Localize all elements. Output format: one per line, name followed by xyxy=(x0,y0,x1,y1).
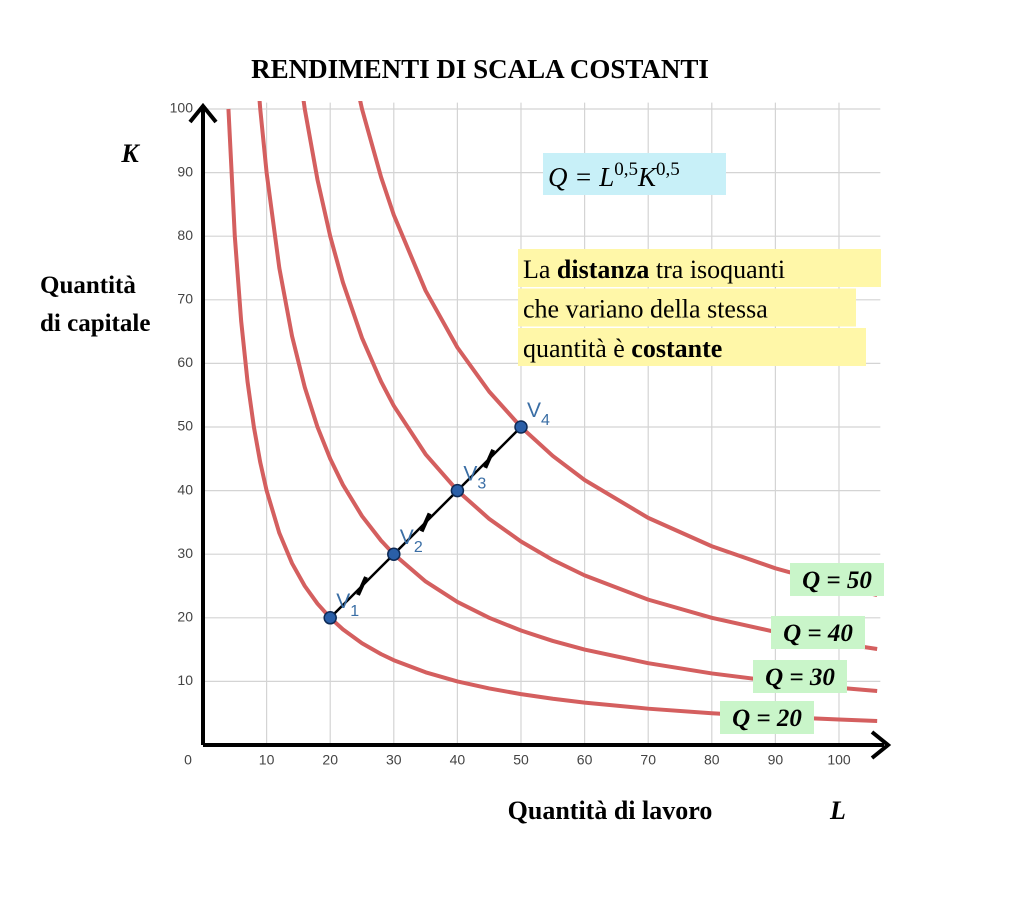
formula: Q = L0,5K0,5 xyxy=(548,159,680,192)
x-axis-label: Quantità di lavoro xyxy=(508,796,713,825)
isoquant-label-box xyxy=(790,563,884,596)
isoquant-label-box xyxy=(753,660,847,693)
x-tick-label: 80 xyxy=(704,752,720,768)
isoquant-label: Q = 30 xyxy=(765,664,835,691)
y-tick-label: 50 xyxy=(177,418,193,434)
note-text: costante xyxy=(631,334,722,363)
point xyxy=(323,611,337,625)
x-tick-label: 100 xyxy=(827,752,851,768)
note-text: quantità è xyxy=(523,334,631,363)
y-tick-label: 40 xyxy=(177,481,193,497)
isoquant-label-box xyxy=(771,616,865,649)
x-tick-label: 30 xyxy=(386,752,402,768)
x-axis-arrow xyxy=(870,730,892,760)
y-symbol: K xyxy=(120,139,140,168)
y-tick-label: 10 xyxy=(177,672,193,688)
point xyxy=(387,547,401,561)
note-line: La distanza tra isoquanti xyxy=(523,255,785,284)
note-text: distanza xyxy=(557,255,649,284)
note-highlight xyxy=(518,249,881,287)
point-label-base: V xyxy=(400,526,414,549)
x-tick-label: 60 xyxy=(577,752,593,768)
axes xyxy=(188,102,892,760)
note-text: che variano della stessa xyxy=(523,295,768,324)
y-tick-label: 30 xyxy=(177,545,193,561)
overlay: 0 10 20 30 40 50 60 70 80 90 100 10 20 30 40 50 60 70 80 90… xyxy=(170,100,884,768)
hash-mark xyxy=(419,512,432,533)
isoquant-label-box xyxy=(720,701,814,734)
point-label-base: V xyxy=(527,399,541,422)
point-label-sub: 4 xyxy=(541,412,550,429)
x-tick-label: 90 xyxy=(768,752,784,768)
note-line: quantità è costante xyxy=(523,334,722,363)
formula-exponent: 0,5 xyxy=(656,159,680,180)
isoquant-label: Q = 50 xyxy=(802,567,872,594)
note-highlight xyxy=(518,328,866,366)
x-tick-label: 50 xyxy=(513,752,529,768)
isoquant xyxy=(226,108,878,724)
point-label-base: V xyxy=(336,590,350,613)
note: La distanza tra isoquanti che variano del… xyxy=(518,249,881,366)
y-axis-label: Quantità xyxy=(40,272,136,299)
x-symbol: L xyxy=(829,796,846,825)
point-label: V3 xyxy=(463,463,486,493)
formula-exponent: 0,5 xyxy=(614,159,638,180)
note-highlight xyxy=(518,288,856,327)
y-axis-arrow xyxy=(188,102,218,124)
note-line: che variano della stessa xyxy=(523,295,768,324)
x-tick-label: 10 xyxy=(259,752,275,768)
y-tick-label: 100 xyxy=(170,100,194,116)
formula-box xyxy=(543,153,726,195)
point-label: V4 xyxy=(527,399,550,429)
point-label-sub: 1 xyxy=(350,603,359,620)
hash-mark xyxy=(356,576,368,596)
point-label: V1 xyxy=(336,590,359,620)
point-label: V2 xyxy=(400,526,423,556)
y-axis-label: di capitale xyxy=(40,310,150,337)
y-tick-label: 70 xyxy=(177,291,193,307)
note-text: La xyxy=(523,255,557,284)
chart-title: RENDIMENTI DI SCALA COSTANTI xyxy=(251,54,709,84)
point xyxy=(514,420,528,434)
x-tick-label: 20 xyxy=(322,752,338,768)
point-label-sub: 2 xyxy=(414,539,423,556)
x-tick-label: 70 xyxy=(640,752,656,768)
note-text: tra isoquanti xyxy=(649,255,785,284)
isoquant-label: Q = 40 xyxy=(783,620,853,647)
point xyxy=(450,483,465,498)
y-tick-label: 60 xyxy=(177,354,193,370)
y-tick-label: 80 xyxy=(177,227,193,243)
formula-part: K xyxy=(637,162,658,192)
point-label-sub: 3 xyxy=(477,476,486,493)
point-label-base: V xyxy=(463,463,477,486)
hash-mark xyxy=(483,448,496,469)
y-tick-label: 20 xyxy=(177,609,193,625)
y-tick-label: 90 xyxy=(177,163,193,179)
x-tick-label: 40 xyxy=(450,752,466,768)
isoquant-label: Q = 20 xyxy=(732,705,802,732)
x-tick-label: 0 xyxy=(184,752,192,768)
formula-part: Q = L xyxy=(548,162,614,192)
